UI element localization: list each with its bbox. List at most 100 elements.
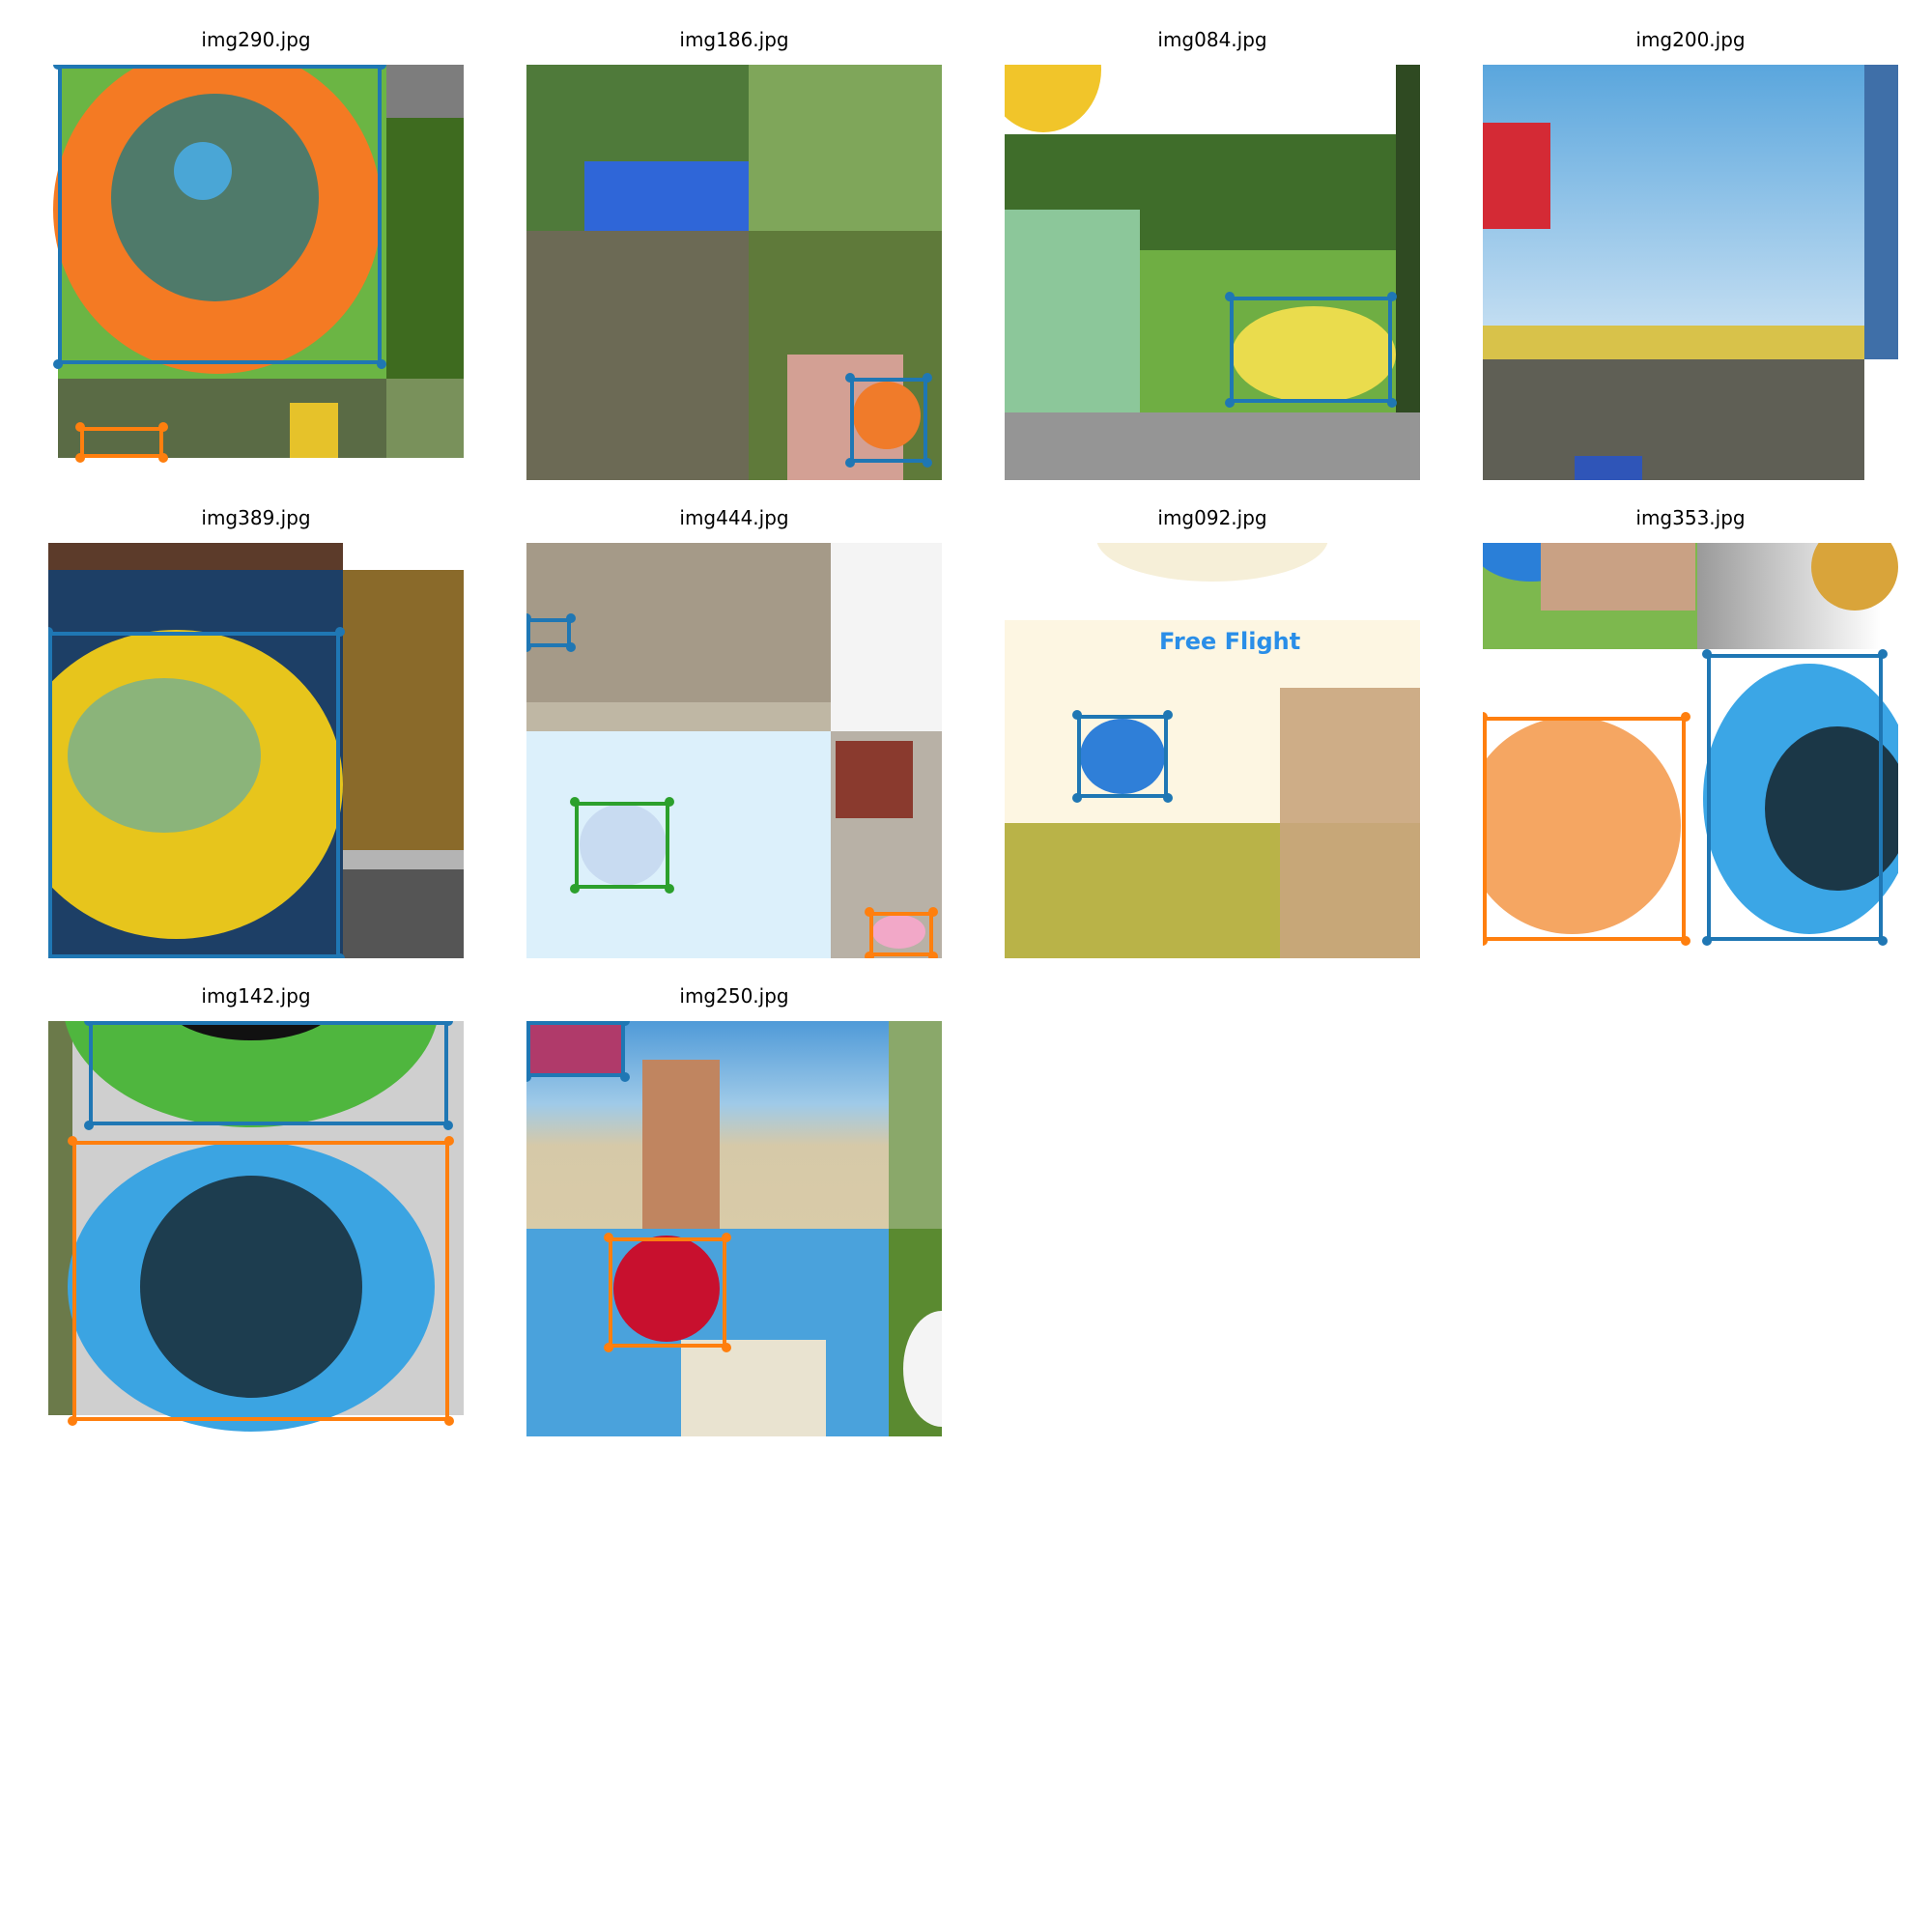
bbox-corner-dot xyxy=(604,1233,613,1242)
bbox-corner-dot xyxy=(68,1136,77,1146)
bbox-blue xyxy=(1707,654,1883,941)
bbox-orange xyxy=(72,1141,449,1421)
bbox-corner-dot xyxy=(48,953,53,958)
bbox-corner-dot xyxy=(665,884,674,894)
bbox-corner-dot xyxy=(923,458,932,468)
image-tile xyxy=(1864,65,1898,359)
bbox-corner-dot xyxy=(1483,936,1488,946)
image-tile xyxy=(343,869,464,958)
bbox-corner-dot xyxy=(443,1021,453,1026)
panel-img389: img389.jpg xyxy=(48,506,464,958)
image-canvas xyxy=(1005,65,1420,480)
image-tile xyxy=(343,570,464,850)
bbox-corner-dot xyxy=(845,373,855,383)
bbox-corner-dot xyxy=(75,453,85,463)
panel-img186: img186.jpg xyxy=(526,28,942,480)
image-canvas xyxy=(1483,543,1898,958)
image-tile xyxy=(386,379,464,458)
bbox-corner-dot xyxy=(928,952,938,958)
image-tile xyxy=(526,543,831,731)
image-tile xyxy=(1483,359,1864,480)
bbox-corner-dot xyxy=(570,884,580,894)
bbox-corner-dot xyxy=(923,373,932,383)
bbox-corner-dot xyxy=(335,953,345,958)
panel-title: img084.jpg xyxy=(1157,28,1267,51)
frisbee-yellow xyxy=(1005,65,1101,132)
person-long-hair xyxy=(1280,688,1420,958)
image-tile xyxy=(48,1021,72,1415)
bbox-blue xyxy=(48,632,340,958)
bbox-corner-dot xyxy=(335,627,345,637)
panel-title: img389.jpg xyxy=(201,506,311,529)
bbox-corner-dot xyxy=(1702,649,1712,659)
image-tile xyxy=(831,543,942,731)
image-canvas xyxy=(48,65,464,480)
bbox-corner-dot xyxy=(1225,292,1235,301)
bbox-corner-dot xyxy=(377,359,386,369)
person-blue-jacket xyxy=(1575,456,1642,480)
bbox-corner-dot xyxy=(1072,793,1082,803)
panel-img250: img250.jpg xyxy=(526,984,942,1436)
bbox-corner-dot xyxy=(1681,936,1690,946)
panel-title: img444.jpg xyxy=(679,506,789,529)
frisbee-inner-pattern xyxy=(68,678,261,833)
bbox-corner-dot xyxy=(158,422,168,432)
image-canvas xyxy=(1483,65,1898,480)
frisbee-center-blue xyxy=(174,142,232,200)
frisbee-yellow xyxy=(1811,543,1898,611)
bbox-corner-dot xyxy=(526,642,531,652)
bbox-blue xyxy=(89,1021,448,1125)
bbox-corner-dot xyxy=(722,1233,731,1242)
panel-title: img200.jpg xyxy=(1635,28,1746,51)
bbox-corner-dot xyxy=(526,613,531,623)
frisbee-blue xyxy=(1080,719,1165,794)
image-tile xyxy=(48,543,343,570)
image-tile xyxy=(526,231,749,480)
panel-title: img353.jpg xyxy=(1635,506,1746,529)
bbox-corner-dot xyxy=(53,359,63,369)
bbox-corner-dot xyxy=(1387,292,1397,301)
bbox-corner-dot xyxy=(1225,398,1235,408)
bbox-corner-dot xyxy=(1878,936,1888,946)
frisbee-yellow xyxy=(1232,306,1396,403)
bbox-blue xyxy=(58,65,382,364)
frisbee-pattern xyxy=(1765,726,1898,891)
bbox-corner-dot xyxy=(48,627,53,637)
panel-title: img186.jpg xyxy=(679,28,789,51)
bbox-corner-dot xyxy=(1483,712,1488,722)
person-smiling xyxy=(681,1340,826,1436)
bbox-blue xyxy=(526,618,571,647)
image-tile xyxy=(1396,65,1420,412)
image-tile xyxy=(386,65,464,118)
bbox-green xyxy=(575,802,669,889)
bbox-corner-dot xyxy=(1878,649,1888,659)
bbox-corner-dot xyxy=(845,458,855,468)
bbox-corner-dot xyxy=(68,1416,77,1426)
bbox-corner-dot xyxy=(722,1343,731,1352)
bbox-corner-dot xyxy=(865,952,874,958)
image-tile xyxy=(386,118,464,379)
bbox-corner-dot xyxy=(53,65,63,70)
person-yellow-shirt xyxy=(290,403,338,458)
bbox-orange xyxy=(80,427,163,458)
bbox-orange xyxy=(1483,717,1686,941)
bbox-corner-dot xyxy=(1387,398,1397,408)
frisbee-white xyxy=(580,804,667,886)
hand xyxy=(1541,543,1695,611)
image-canvas xyxy=(526,1021,942,1436)
bbox-corner-dot xyxy=(526,1021,531,1026)
frisbee-pattern xyxy=(140,1176,362,1398)
image-tile xyxy=(343,850,464,869)
bbox-blue xyxy=(1230,297,1392,403)
house xyxy=(836,741,913,818)
bbox-corner-dot xyxy=(1163,793,1173,803)
panel-img444: img444.jpg xyxy=(526,506,942,958)
panel-img200: img200.jpg xyxy=(1483,28,1898,480)
frisbee-orange xyxy=(1483,717,1681,934)
person-red-top xyxy=(1483,123,1550,229)
bbox-corner-dot xyxy=(1072,710,1082,720)
bbox-corner-dot xyxy=(1702,936,1712,946)
arm xyxy=(642,1060,720,1229)
bbox-corner-dot xyxy=(620,1072,630,1082)
bbox-corner-dot xyxy=(75,422,85,432)
